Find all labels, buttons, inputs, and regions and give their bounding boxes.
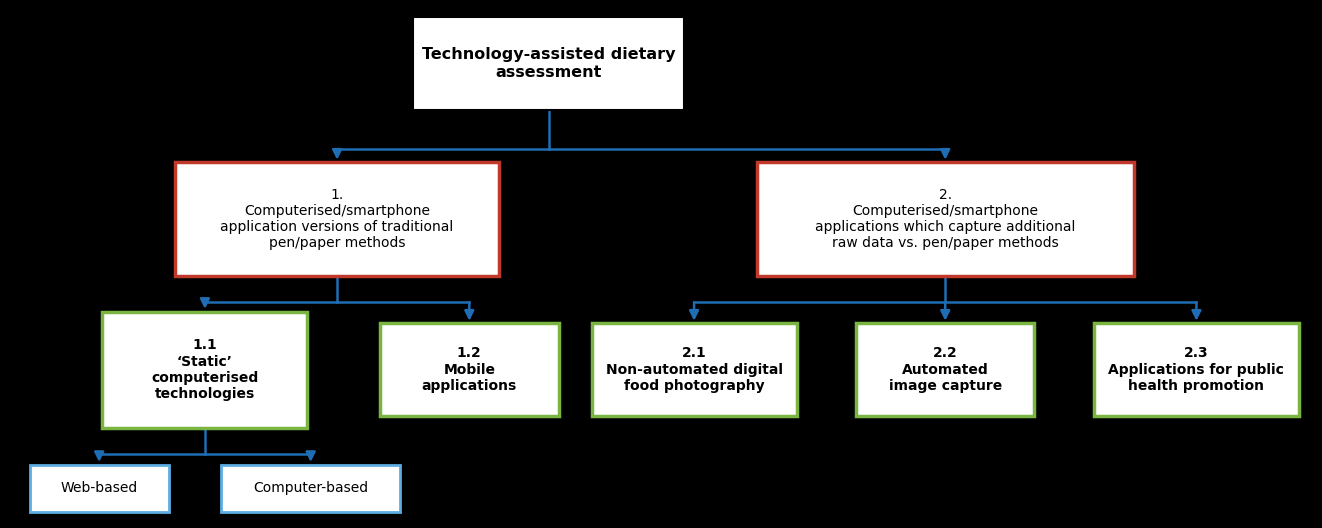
FancyBboxPatch shape <box>381 323 558 416</box>
FancyBboxPatch shape <box>412 17 685 110</box>
FancyBboxPatch shape <box>221 465 399 512</box>
Text: 2.
Computerised/smartphone
applications which capture additional
raw data vs. pe: 2. Computerised/smartphone applications … <box>816 188 1075 250</box>
FancyBboxPatch shape <box>756 163 1134 276</box>
Text: 1.
Computerised/smartphone
application versions of traditional
pen/paper methods: 1. Computerised/smartphone application v… <box>221 188 453 250</box>
Text: 2.2
Automated
image capture: 2.2 Automated image capture <box>888 346 1002 393</box>
FancyBboxPatch shape <box>103 312 307 428</box>
Text: Computer-based: Computer-based <box>253 482 369 495</box>
FancyBboxPatch shape <box>857 323 1034 416</box>
FancyBboxPatch shape <box>29 465 169 512</box>
FancyBboxPatch shape <box>175 163 500 276</box>
Text: 1.2
Mobile
applications: 1.2 Mobile applications <box>422 346 517 393</box>
FancyBboxPatch shape <box>592 323 796 416</box>
FancyBboxPatch shape <box>1095 323 1298 416</box>
Text: Technology-assisted dietary
assessment: Technology-assisted dietary assessment <box>422 47 676 80</box>
Text: 1.1
‘Static’
computerised
technologies: 1.1 ‘Static’ computerised technologies <box>151 338 259 401</box>
Text: 2.1
Non-automated digital
food photography: 2.1 Non-automated digital food photograp… <box>605 346 783 393</box>
Text: 2.3
Applications for public
health promotion: 2.3 Applications for public health promo… <box>1108 346 1285 393</box>
Text: Web-based: Web-based <box>61 482 137 495</box>
